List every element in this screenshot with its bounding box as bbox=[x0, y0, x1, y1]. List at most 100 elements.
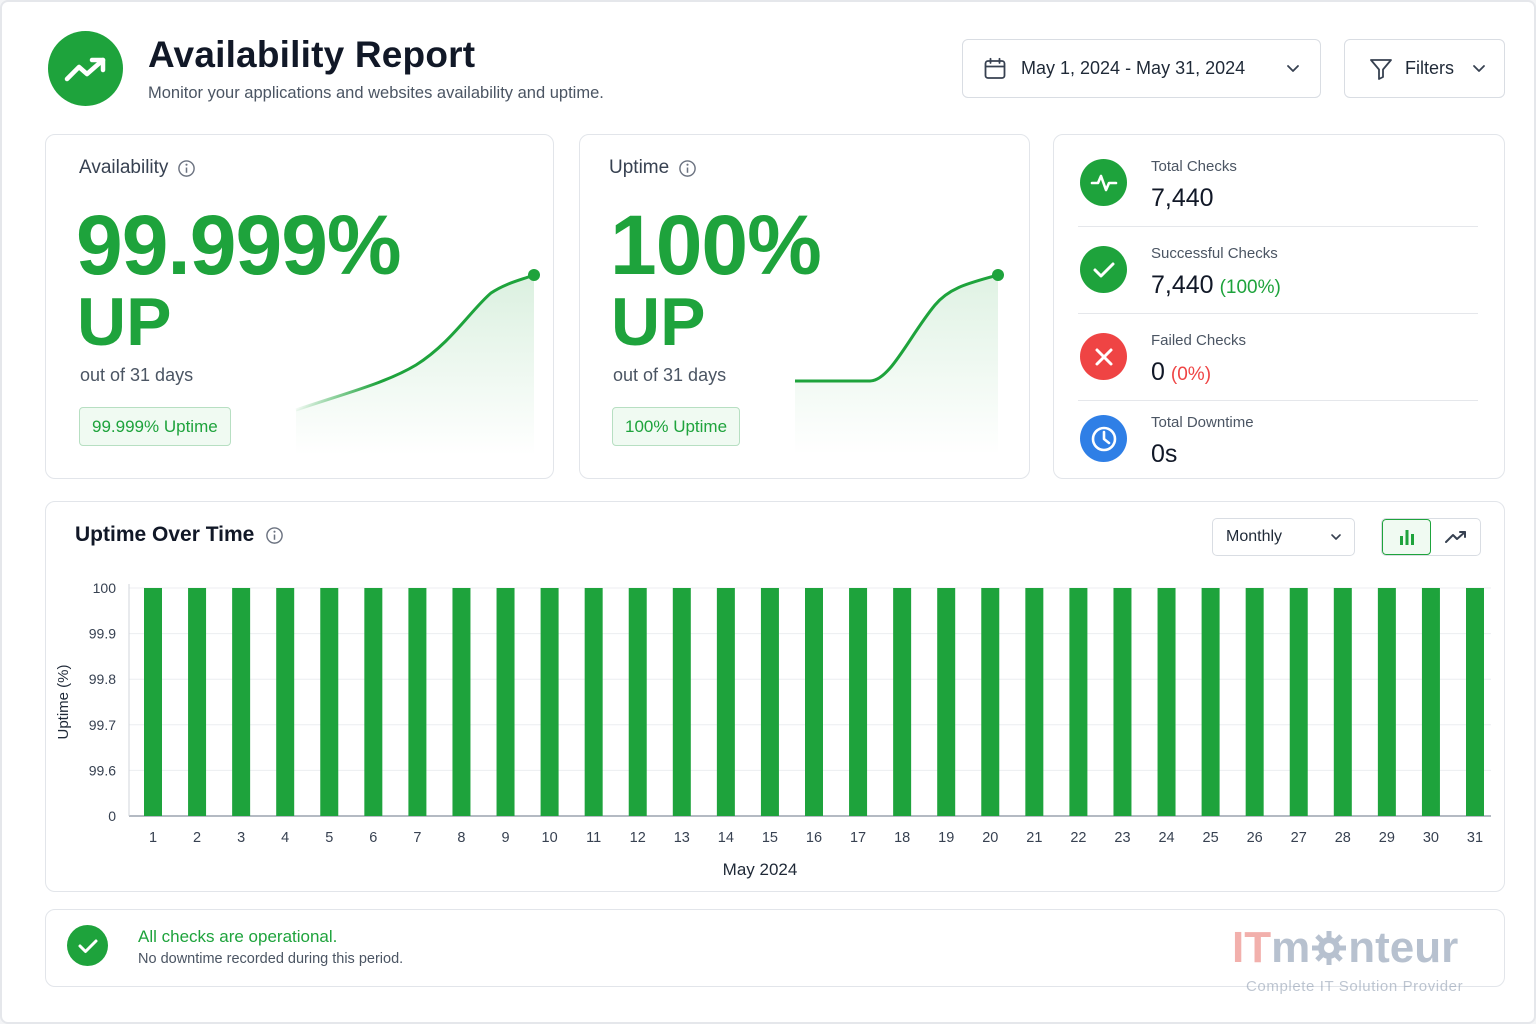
uptime-label-row: Uptime bbox=[609, 157, 697, 179]
y-tick-label: 99.9 bbox=[89, 626, 116, 642]
chart-title: Uptime Over Time bbox=[75, 523, 255, 546]
filters-button[interactable]: Filters bbox=[1344, 39, 1505, 98]
stat-percent: (0%) bbox=[1170, 364, 1212, 385]
x-tick-label: 25 bbox=[1203, 830, 1219, 846]
y-tick-label: 0 bbox=[108, 808, 116, 824]
y-tick-label: 99.6 bbox=[89, 762, 116, 778]
x-tick-label: 16 bbox=[806, 830, 822, 846]
status-title: All checks are operational. bbox=[138, 927, 338, 946]
stat-value: 0 bbox=[1151, 358, 1165, 386]
x-tick-label: 26 bbox=[1247, 830, 1263, 846]
uptime-chart-card: Uptime Over Time Monthly 100 99.9 9 bbox=[45, 501, 1505, 892]
period-select[interactable]: Monthly bbox=[1212, 518, 1355, 556]
x-tick-label: 29 bbox=[1379, 830, 1395, 846]
uptime-status: UP bbox=[611, 284, 706, 360]
bar-chart-icon bbox=[1398, 528, 1416, 546]
x-tick-label: 5 bbox=[325, 830, 333, 846]
chevron-down-icon bbox=[1286, 64, 1300, 73]
chevron-down-icon bbox=[1330, 533, 1342, 541]
x-tick-label: 21 bbox=[1026, 830, 1042, 846]
availability-status: UP bbox=[77, 284, 172, 360]
x-tick-label: 20 bbox=[982, 830, 998, 846]
period-select-value: Monthly bbox=[1226, 528, 1283, 545]
stat-value: 7,440 bbox=[1151, 184, 1214, 212]
chart-bar bbox=[716, 588, 735, 816]
date-range-picker[interactable]: May 1, 2024 - May 31, 2024 bbox=[962, 39, 1321, 98]
x-tick-label: 2 bbox=[193, 830, 201, 846]
stat-value: 0s bbox=[1151, 440, 1178, 468]
info-icon[interactable] bbox=[177, 159, 196, 178]
x-tick-label: 4 bbox=[281, 830, 289, 846]
x-tick-label: 3 bbox=[237, 830, 245, 846]
x-tick-label: 22 bbox=[1070, 830, 1086, 846]
brand-tagline: Complete IT Solution Provider bbox=[1246, 978, 1464, 995]
page-title: Availability Report bbox=[148, 34, 476, 75]
chart-bar bbox=[672, 588, 691, 816]
filters-label: Filters bbox=[1405, 58, 1454, 78]
brand-name-mid: m bbox=[1271, 923, 1311, 972]
y-tick-label: 99.7 bbox=[89, 717, 116, 733]
x-tick-label: 13 bbox=[674, 830, 690, 846]
chevron-down-icon bbox=[1472, 64, 1486, 73]
trending-up-icon bbox=[48, 31, 123, 106]
chart-bar bbox=[1245, 588, 1264, 816]
brand-name: IT m nteur bbox=[1232, 923, 1458, 973]
date-range-label: May 1, 2024 - May 31, 2024 bbox=[1021, 58, 1246, 78]
x-tick-label: 7 bbox=[413, 830, 421, 846]
check-circle-icon bbox=[1080, 246, 1127, 293]
availability-badge: 99.999% Uptime bbox=[79, 407, 231, 446]
x-tick-label: 15 bbox=[762, 830, 778, 846]
stats-card: Total Checks 7,440 Successful Checks 7,4… bbox=[1053, 134, 1505, 479]
trending-up-icon bbox=[1444, 529, 1468, 545]
y-tick-label: 100 bbox=[93, 580, 117, 596]
status-subtitle: No downtime recorded during this period. bbox=[138, 951, 404, 967]
chart-bar bbox=[1113, 588, 1132, 816]
uptime-sparkline bbox=[795, 269, 1004, 455]
availability-label-row: Availability bbox=[79, 157, 196, 179]
x-tick-label: 9 bbox=[501, 830, 509, 846]
stat-label: Successful Checks bbox=[1151, 245, 1278, 262]
calendar-icon bbox=[983, 57, 1007, 81]
uptime-label: Uptime bbox=[609, 157, 670, 178]
chart-bar bbox=[496, 588, 515, 816]
chart-bar bbox=[893, 588, 912, 816]
x-tick-label: 19 bbox=[938, 830, 954, 846]
x-tick-label: 10 bbox=[542, 830, 558, 846]
x-tick-label: 18 bbox=[894, 830, 910, 846]
stat-value-row: 0 (0%) bbox=[1151, 358, 1211, 387]
chart-title-row: Uptime Over Time bbox=[75, 523, 284, 547]
stat-total-checks: Total Checks 7,440 bbox=[1078, 141, 1478, 227]
line-chart-toggle[interactable] bbox=[1431, 519, 1480, 555]
info-icon[interactable] bbox=[265, 526, 284, 545]
x-tick-label: 8 bbox=[457, 830, 465, 846]
chart-bar bbox=[276, 588, 295, 816]
bar-chart-toggle[interactable] bbox=[1382, 519, 1432, 555]
x-circle-icon bbox=[1080, 333, 1127, 380]
chart-bar bbox=[540, 588, 559, 816]
x-tick-label: 30 bbox=[1423, 830, 1439, 846]
chart-bar bbox=[1025, 588, 1044, 816]
stat-label: Total Downtime bbox=[1151, 414, 1254, 431]
x-tick-label: 17 bbox=[850, 830, 866, 846]
stat-percent: (100%) bbox=[1219, 277, 1281, 298]
uptime-value: 100% bbox=[610, 198, 822, 292]
info-icon[interactable] bbox=[678, 159, 697, 178]
chart-bar bbox=[188, 588, 207, 816]
x-tick-label: 28 bbox=[1335, 830, 1351, 846]
uptime-badge: 100% Uptime bbox=[612, 407, 741, 446]
brand-logo: IT m nteur Complete IT Solution Provider bbox=[1232, 923, 1502, 998]
stat-failed-checks: Failed Checks 0 (0%) bbox=[1078, 315, 1478, 401]
availability-period: out of 31 days bbox=[80, 365, 194, 385]
stat-label: Failed Checks bbox=[1151, 332, 1247, 349]
stat-total-downtime: Total Downtime 0s bbox=[1078, 399, 1478, 485]
brand-name-suffix: nteur bbox=[1348, 923, 1459, 972]
chart-bar bbox=[1466, 588, 1484, 816]
x-tick-label: 12 bbox=[630, 830, 646, 846]
activity-icon bbox=[1080, 159, 1127, 206]
chart-bar bbox=[628, 588, 647, 816]
chart-bar bbox=[1201, 588, 1220, 816]
chart-bar bbox=[1333, 588, 1352, 816]
chart-bar bbox=[1069, 588, 1088, 816]
